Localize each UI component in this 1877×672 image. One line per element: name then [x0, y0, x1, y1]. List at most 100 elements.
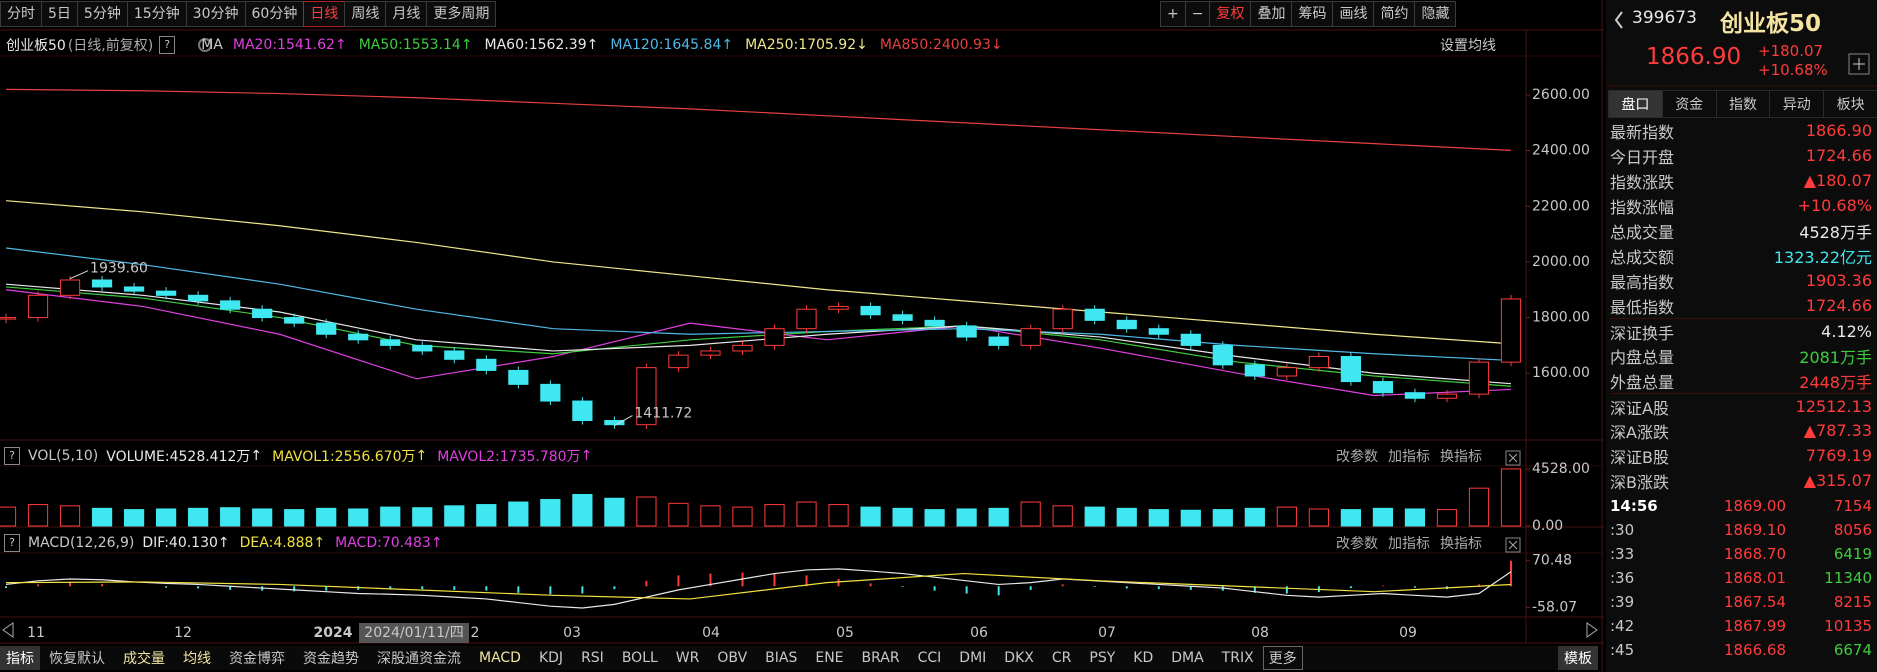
period-button[interactable]: 月线 [385, 1, 428, 27]
y-tick-label: 2400.00 [1532, 143, 1590, 159]
quote-tab[interactable]: 指数 [1715, 90, 1771, 118]
period-button[interactable]: 日线 [303, 1, 346, 27]
indicator-tab[interactable]: DMI [959, 650, 987, 666]
indicator-tab[interactable]: 成交量 [123, 651, 165, 667]
indicator-tab[interactable]: OBV [717, 650, 748, 666]
tick-row: :36 1868.01 11340 [1610, 566, 1872, 590]
macd-buttons: 改参数 加指标 换指标 [1336, 533, 1492, 553]
back-icon[interactable] [1614, 11, 1623, 29]
indicator-tab[interactable]: BRAR [861, 650, 900, 666]
period-button[interactable]: 5分钟 [76, 1, 128, 27]
ma-value: 1645.84 [663, 37, 722, 53]
period-button[interactable]: 5日 [41, 1, 78, 27]
pct: +10.68% [1758, 61, 1828, 79]
quote-value: 1866.90 [1805, 121, 1872, 140]
quote-tab[interactable]: 盘口 [1608, 90, 1663, 118]
indicator-tab[interactable]: 指标 [0, 646, 40, 670]
candle [284, 317, 305, 324]
indicator-tab[interactable]: DKX [1004, 650, 1034, 666]
settings-ma[interactable]: 设置均线 [1440, 38, 1496, 54]
indicator-tab[interactable]: 更多 [1262, 646, 1303, 670]
volume-bar [59, 505, 81, 527]
panel-button[interactable]: 改参数 [1336, 536, 1378, 552]
quote-tab[interactable]: 异动 [1769, 90, 1825, 118]
indicator-tab[interactable]: 资金博弈 [229, 651, 285, 667]
vol-header: ? VOL(5,10) VOLUME:4528.412万 ↑ MAVOL1:2556.6… [4, 446, 602, 466]
indicator-tab[interactable]: 深股通资金流 [377, 651, 461, 667]
vol-buttons: 改参数 加指标 换指标 [1336, 446, 1492, 466]
quote-label: 最新指数 [1610, 122, 1675, 142]
indicator-value: MAVOL1:2556.670万 [272, 449, 416, 465]
volume-bar [380, 506, 401, 527]
panel-button[interactable]: 加指标 [1388, 449, 1430, 465]
candle [220, 300, 241, 310]
period-button[interactable]: 30分钟 [185, 1, 246, 27]
indicator-tab[interactable]: BOLL [621, 650, 658, 666]
volume-bar [1052, 505, 1073, 527]
tick-time: :45 [1610, 641, 1635, 659]
tool-button[interactable]: 画线 [1332, 1, 1375, 27]
panel-button[interactable]: 加指标 [1388, 536, 1430, 552]
dif-line [5, 568, 1512, 609]
tick-row: :30 1869.10 8056 [1610, 518, 1872, 542]
indicator-tab[interactable]: TRIX [1221, 650, 1254, 666]
indicator-tab[interactable]: CR [1051, 650, 1072, 666]
x-tick-label: 2 [471, 625, 480, 641]
indicator-tab[interactable]: KDJ [538, 650, 564, 666]
panel-button[interactable]: 换指标 [1440, 449, 1482, 465]
quote-row: 今日开盘 1724.66 [1610, 143, 1872, 168]
ma-trend: ↑ [586, 37, 599, 53]
tool-button[interactable]: 叠加 [1250, 1, 1293, 27]
quote-row: 最高指数 1903.36 [1610, 268, 1872, 293]
indicator-tab[interactable]: 资金趋势 [303, 651, 359, 667]
indicator-tab[interactable]: MACD [479, 650, 521, 666]
period-button[interactable]: 分时 [0, 1, 42, 27]
indicator-tab[interactable]: 恢复默认 [49, 651, 105, 667]
cursor-box [359, 623, 469, 643]
help-icon[interactable]: ? [159, 36, 176, 54]
candle [1308, 356, 1329, 369]
period-button[interactable]: 60分钟 [244, 1, 305, 27]
candle [828, 305, 849, 310]
indicator-tab[interactable]: KD [1133, 650, 1154, 666]
volume-bar [668, 502, 689, 527]
indicator-trend: ↑ [217, 535, 230, 551]
indicator-tab[interactable]: 模板 [1558, 646, 1598, 670]
volume-bar [220, 507, 241, 527]
help-icon[interactable]: ? [4, 534, 20, 552]
candle [636, 367, 657, 426]
indicator-tab[interactable]: DMA [1171, 650, 1204, 666]
period-button[interactable]: 15分钟 [126, 1, 187, 27]
candle [1052, 308, 1073, 330]
panel-button[interactable]: 改参数 [1336, 449, 1378, 465]
add-icon[interactable] [1848, 53, 1870, 75]
tool-button[interactable]: 复权 [1209, 1, 1252, 27]
y-tick-label: 2600.00 [1532, 87, 1590, 103]
ma-line [5, 247, 1512, 362]
indicator-tab[interactable]: 均线 [183, 651, 211, 667]
volume-bar [892, 507, 913, 527]
tool-button[interactable]: 简约 [1373, 1, 1416, 27]
indicator-tab[interactable]: WR [675, 650, 700, 666]
indicator-tab[interactable]: BIAS [765, 650, 798, 666]
indicator-tab[interactable]: CCI [917, 650, 942, 666]
tool-button[interactable]: − [1184, 1, 1211, 27]
macd-header: ? MACD(12,26,9) DIF:40.130 ↑ DEA:4.888 ↑ MACD:… [4, 533, 453, 553]
period-button[interactable]: 更多周期 [426, 1, 497, 27]
panel-button[interactable]: 换指标 [1440, 536, 1482, 552]
indicator-tab[interactable]: ENE [815, 650, 844, 666]
quote-tab[interactable]: 板块 [1823, 90, 1877, 118]
indicator-tab[interactable]: RSI [581, 650, 604, 666]
tick-price: 1866.68 [1723, 641, 1786, 659]
tool-button[interactable]: 筹码 [1291, 1, 1334, 27]
quote-tab[interactable]: 资金 [1661, 90, 1717, 118]
help-icon[interactable]: ? [4, 447, 20, 465]
tool-button[interactable]: 隐藏 [1414, 1, 1457, 27]
candle [27, 294, 49, 319]
quote-label: 指数涨跌 [1610, 172, 1675, 192]
period-button[interactable]: 周线 [344, 1, 387, 27]
indicator-tab[interactable]: PSY [1089, 650, 1116, 666]
ma-value: 1705.92 [798, 37, 857, 53]
tool-button[interactable]: + [1160, 1, 1186, 27]
